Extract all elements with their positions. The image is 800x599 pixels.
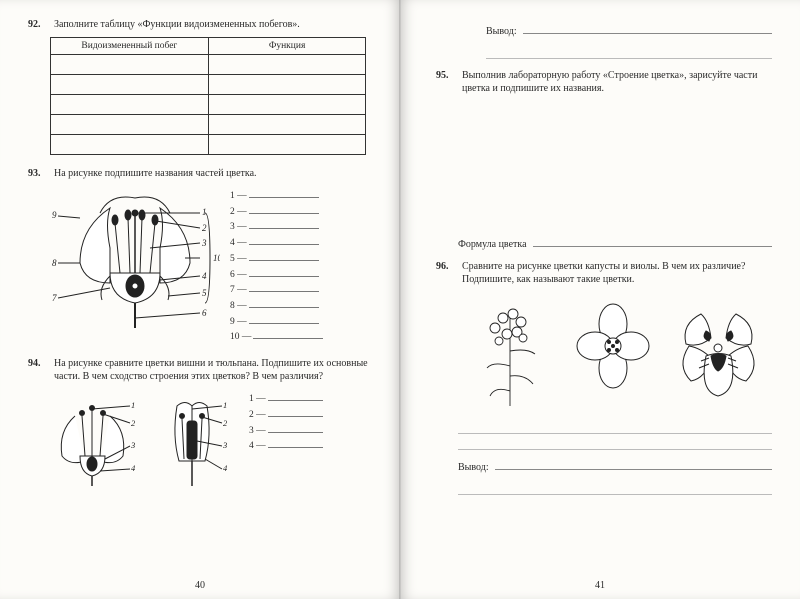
tulip-diagram: 1 2 3 4: [157, 391, 227, 486]
task-96-text: Сравните на рисунке цветки капусты и вио…: [462, 260, 772, 286]
svg-text:1: 1: [223, 400, 227, 410]
svg-text:3: 3: [130, 440, 135, 450]
task-96-num: 96.: [436, 260, 456, 286]
task-93-text: На рисунке подпишите названия частей цве…: [54, 167, 372, 180]
svg-text:4: 4: [131, 463, 135, 473]
task-92-text: Заполните таблицу «Функции видоизмененны…: [54, 18, 372, 31]
task-95: 95. Выполнив лабораторную работу «Строен…: [436, 69, 772, 225]
flower-diagram: 9 8 7 1 2 3 10 4 5 6: [50, 188, 220, 333]
vyvod2-label: Вывод:: [458, 462, 489, 473]
task-94: 94. На рисунке сравните цветки вишни и т…: [28, 357, 372, 486]
svg-text:1: 1: [131, 400, 135, 410]
svg-text:10: 10: [213, 253, 220, 263]
th-func: Функция: [208, 38, 366, 55]
book-spine: [399, 0, 401, 599]
page-num-right: 41: [400, 580, 800, 591]
task-92-num: 92.: [28, 18, 48, 31]
cabbage-flower-icon: [465, 296, 555, 406]
task-94-num: 94.: [28, 357, 48, 383]
svg-text:2: 2: [223, 418, 227, 428]
page-left: 92. Заполните таблицу «Функции видоизмен…: [0, 0, 400, 599]
functions-table: Видоизмененный побег Функция: [50, 37, 366, 155]
cherry-diagram: 1 2 3 4: [50, 391, 135, 486]
page-right: Вывод: 95. Выполнив лабораторную работу …: [400, 0, 800, 599]
svg-text:9: 9: [52, 210, 57, 220]
page-num-left: 40: [0, 580, 400, 591]
formula-label: Формула цветка: [458, 239, 527, 250]
cabbage-single-icon: [573, 296, 653, 406]
svg-text:2: 2: [202, 223, 207, 233]
flower-blanks: 1 — 2 — 3 — 4 — 5 — 6 — 7 — 8 — 9 — 10 —: [230, 188, 323, 345]
task-95-num: 95.: [436, 69, 456, 95]
svg-text:4: 4: [202, 271, 207, 281]
task-96: 96. Сравните на рисунке цветки капусты и…: [436, 260, 772, 495]
task-93: 93. На рисунке подпишите названия частей…: [28, 167, 372, 345]
svg-text:3: 3: [201, 238, 207, 248]
svg-text:5: 5: [202, 288, 207, 298]
compare-blanks: 1 — 2 — 3 — 4 —: [249, 391, 323, 454]
th-shoot: Видоизмененный побег: [51, 38, 209, 55]
svg-text:4: 4: [223, 463, 227, 473]
svg-text:2: 2: [131, 418, 135, 428]
task-94-text: На рисунке сравните цветки вишни и тюльп…: [54, 357, 372, 383]
task-95-text: Выполнив лабораторную работу «Строение ц…: [462, 69, 772, 95]
svg-text:7: 7: [52, 293, 57, 303]
task-93-num: 93.: [28, 167, 48, 180]
svg-text:6: 6: [202, 308, 207, 318]
vyvod-label: Вывод:: [486, 26, 517, 37]
viola-flower-icon: [671, 296, 766, 406]
svg-text:3: 3: [222, 440, 227, 450]
svg-text:8: 8: [52, 258, 57, 268]
svg-text:1: 1: [202, 207, 207, 217]
task-92: 92. Заполните таблицу «Функции видоизмен…: [28, 18, 372, 155]
